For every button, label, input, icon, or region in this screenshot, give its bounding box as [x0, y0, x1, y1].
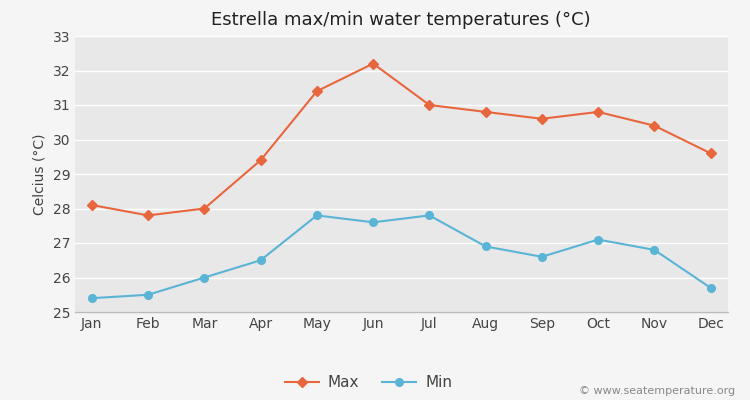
Max	[256, 158, 266, 163]
Max	[143, 213, 153, 218]
Max	[368, 61, 377, 66]
Max	[200, 206, 208, 211]
Min	[87, 296, 96, 301]
Line: Min: Min	[88, 212, 715, 302]
Legend: Max, Min: Max, Min	[279, 369, 458, 396]
Min	[650, 248, 658, 252]
Max	[650, 123, 658, 128]
Min	[200, 275, 208, 280]
Line: Max: Max	[88, 60, 715, 219]
Max	[87, 203, 96, 208]
Max	[594, 110, 603, 114]
Max	[481, 110, 490, 114]
Y-axis label: Celcius (°C): Celcius (°C)	[33, 133, 47, 215]
Max	[537, 116, 546, 121]
Text: © www.seatemperature.org: © www.seatemperature.org	[579, 386, 735, 396]
Min	[312, 213, 321, 218]
Max	[706, 151, 715, 156]
Min	[706, 286, 715, 290]
Min	[256, 258, 266, 263]
Min	[143, 292, 153, 297]
Min	[424, 213, 433, 218]
Min	[368, 220, 377, 225]
Min	[594, 237, 603, 242]
Min	[537, 254, 546, 259]
Min	[481, 244, 490, 249]
Max	[424, 102, 433, 107]
Max	[312, 89, 321, 94]
Title: Estrella max/min water temperatures (°C): Estrella max/min water temperatures (°C)	[211, 11, 591, 29]
